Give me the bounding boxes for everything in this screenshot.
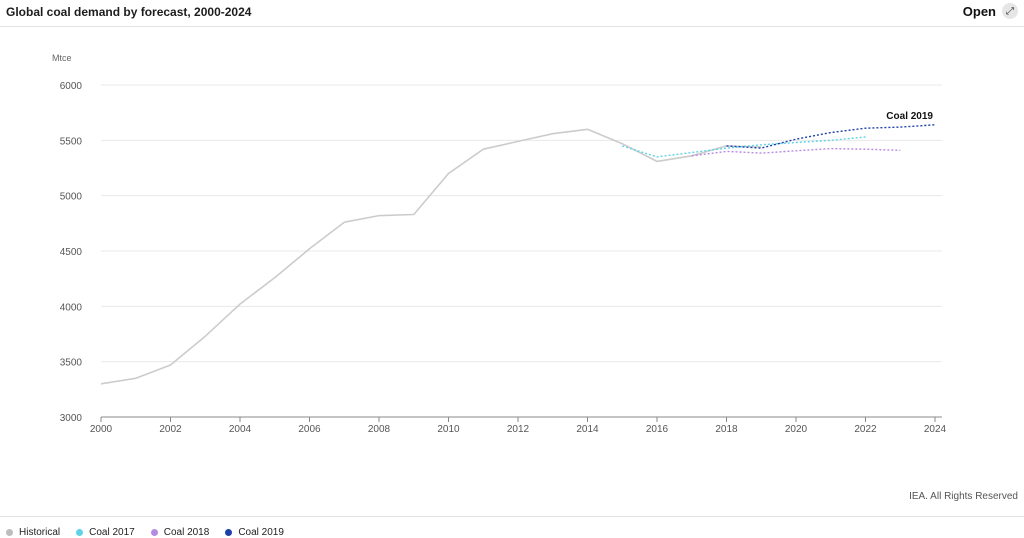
x-tick-label: 2010 [437, 424, 460, 435]
open-button[interactable]: Open ⤢ [963, 3, 1018, 19]
series-annotation: Coal 2019 [886, 111, 933, 122]
x-tick-label: 2020 [785, 424, 808, 435]
y-tick-label: 5500 [60, 136, 83, 147]
series-line-historical [100, 128, 762, 385]
legend-label: Historical [19, 527, 61, 538]
y-tick-label: 5000 [60, 192, 83, 203]
legend-dot [6, 529, 13, 536]
y-tick-label: 3500 [60, 358, 83, 369]
legend-item-coal-2017[interactable]: Coal 2017 [76, 527, 135, 538]
credit-text: IEA. All Rights Reserved [909, 491, 1018, 502]
x-tick-label: 2018 [715, 424, 738, 435]
legend-label: Coal 2019 [238, 527, 284, 538]
x-tick-label: 2000 [90, 424, 113, 435]
x-tick-label: 2016 [646, 424, 669, 435]
x-tick-label: 2004 [229, 424, 252, 435]
expand-icon: ⤢ [1002, 3, 1018, 19]
legend-dot [76, 529, 84, 536]
header-divider [0, 26, 1024, 27]
chart-title: Global coal demand by forecast, 2000-202… [6, 5, 252, 19]
series-line-coal-2017 [622, 136, 866, 158]
legend-item-coal-2018[interactable]: Coal 2018 [150, 527, 210, 538]
y-tick-label: 6000 [60, 81, 83, 92]
legend-dot [150, 529, 158, 536]
legend-label: Coal 2017 [89, 527, 135, 538]
x-tick-label: 2014 [576, 424, 599, 435]
y-tick-label: 4500 [60, 247, 83, 258]
legend-item-coal-2019[interactable]: Coal 2019 [225, 527, 284, 538]
y-axis-label: Mtce [52, 53, 72, 63]
x-tick-label: 2022 [854, 424, 877, 435]
x-tick-label: 2024 [924, 424, 947, 435]
series-line-coal-2018 [691, 147, 901, 157]
x-tick-label: 2002 [159, 424, 182, 435]
y-tick-label: 3000 [60, 413, 83, 424]
legend-item-historical[interactable]: Historical [6, 527, 60, 538]
x-tick-label: 2006 [298, 424, 321, 435]
x-tick-label: 2012 [507, 424, 530, 435]
legend-label: Coal 2018 [163, 527, 210, 538]
legend-divider [0, 516, 1024, 517]
chart-legend: Historical Coal 2017 Coal 2018 Coal 2019 [6, 527, 284, 538]
x-tick-label: 2008 [368, 424, 391, 435]
y-tick-label: 4000 [60, 302, 83, 313]
open-label: Open [962, 3, 996, 19]
legend-dot [225, 529, 233, 536]
